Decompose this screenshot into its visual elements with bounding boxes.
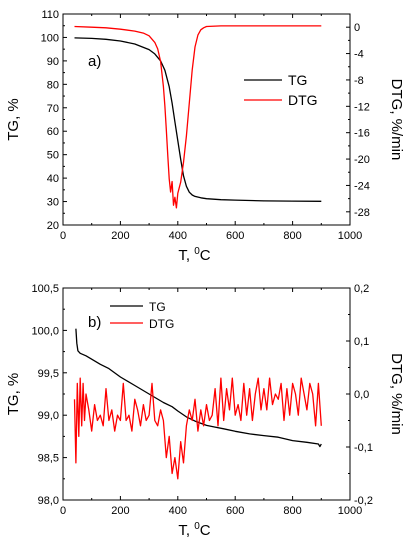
x-tick-label: 600 [226, 505, 244, 517]
x-axis-title-degree: 0 [194, 521, 200, 532]
y2-tick-label: 0 [354, 22, 360, 34]
y2-axis-title: DTG, %/min [388, 353, 405, 435]
y-axis-title: TG, % [5, 373, 22, 416]
series-line-tg [74, 37, 322, 202]
y2-tick-label: 0,2 [354, 283, 369, 295]
legend-label-tg: TG [149, 300, 166, 314]
x-tick-label: 400 [169, 505, 187, 517]
x-tick-label: 200 [111, 230, 129, 242]
y2-tick-label: -8 [354, 75, 364, 87]
y-tick-label: 110 [41, 9, 59, 21]
legend-label-dtg: DTG [288, 92, 318, 108]
legend-label-tg: TG [288, 72, 307, 88]
panel-b: 0 200 400 600 800 1000 98,0 98,5 99,0 99,5 100,0 10… [5, 283, 405, 539]
y-tick-label: 99,5 [38, 368, 59, 380]
x-tick-label: 200 [111, 505, 129, 517]
y-tick-label: 80 [47, 79, 59, 91]
y-tick-label: 60 [47, 126, 59, 138]
y-tick-label: 98,5 [38, 453, 59, 465]
y-tick-label: 70 [47, 103, 59, 115]
panel-tag: b) [88, 314, 101, 331]
y-tick-label: 40 [47, 173, 59, 185]
series-line-tg [75, 328, 322, 448]
x-tick-label: 0 [60, 230, 66, 242]
x-tick-label: 800 [283, 230, 301, 242]
panel-tag: a) [88, 53, 101, 70]
y2-axis-title: DTG, %/min [388, 79, 405, 161]
x-axis-title-unit: C [200, 522, 211, 539]
x-tick-label: 600 [226, 230, 244, 242]
panel-a: 0 200 400 600 800 1000 20 30 40 50 60 70 80 90 100 110 0… [5, 9, 405, 264]
x-axis-title-unit: C [200, 247, 211, 264]
y2-tick-label: -12 [354, 101, 370, 113]
y2-tick-label: 0,0 [354, 389, 369, 401]
x-tick-label: 400 [169, 230, 187, 242]
y-tick-label: 20 [47, 220, 59, 232]
y2-tick-label: 0,1 [354, 336, 369, 348]
x-axis-title-degree: 0 [194, 246, 200, 257]
series-line-dtg [73, 377, 322, 480]
y2-tick-label: -0,2 [354, 495, 373, 507]
y-tick-label: 50 [47, 150, 59, 162]
series-line-dtg [74, 25, 322, 209]
x-axis-title-text: T, [178, 247, 194, 264]
legend-label-dtg: DTG [149, 317, 174, 331]
y2-tick-label: -4 [354, 49, 364, 61]
y2-tick-label: -20 [354, 154, 370, 166]
y2-tick-label: -24 [354, 180, 370, 192]
x-tick-label: 1000 [338, 505, 362, 517]
y-tick-label: 100,5 [31, 283, 59, 295]
y-tick-label: 100 [41, 32, 59, 44]
x-tick-label: 0 [60, 505, 66, 517]
y-tick-label: 30 [47, 197, 59, 209]
x-tick-label: 800 [283, 505, 301, 517]
y2-tick-label: -28 [354, 207, 370, 219]
y-tick-label: 99,0 [38, 410, 59, 422]
y2-tick-label: -0,1 [354, 442, 373, 454]
y-tick-label: 100,0 [31, 325, 59, 337]
x-axis-title: T, 0C [178, 246, 210, 264]
y-tick-label: 98,0 [38, 495, 59, 507]
y2-tick-label: -16 [354, 128, 370, 140]
y-tick-label: 90 [47, 56, 59, 68]
x-axis-title-text: T, [178, 522, 194, 539]
x-axis-title: T, 0C [178, 521, 210, 539]
x-tick-label: 1000 [338, 230, 362, 242]
y-axis-title: TG, % [5, 98, 22, 141]
